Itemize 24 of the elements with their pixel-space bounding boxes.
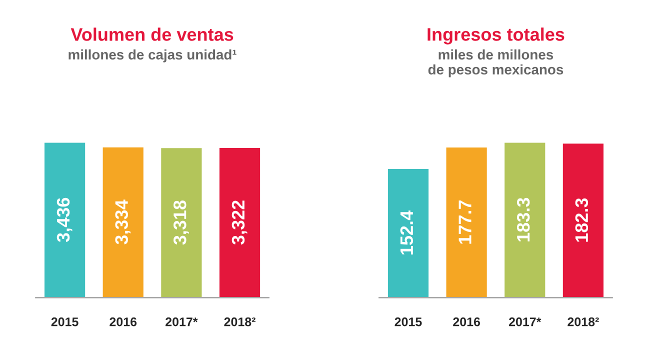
data-label: 3,334 [115, 200, 131, 244]
x-tick-label: 2015 [51, 317, 78, 326]
chart-subtitle: miles de millones de pesos mexicanos [428, 49, 564, 78]
x-tick-label: 2015 [394, 317, 422, 326]
data-label: 182.3 [575, 198, 588, 242]
x-tick-label: 2018² [224, 317, 256, 326]
x-tick-label: 2016 [110, 317, 137, 326]
data-label: 3,322 [232, 200, 248, 245]
chart-title: Volumen de ventas [70, 28, 234, 41]
bar [386, 168, 430, 298]
bar [562, 142, 605, 298]
data-label: 152.4 [400, 210, 414, 254]
chart-subtitle: millones de cajas unidad¹ [68, 49, 236, 62]
chart-title: Ingresos totales [428, 28, 564, 44]
data-label: 177.7 [458, 200, 472, 244]
bar [503, 141, 547, 298]
x-tick-label: 2018² [568, 317, 599, 326]
bar [444, 146, 488, 298]
data-label: 183.3 [516, 198, 530, 242]
x-tick-label: 2017* [508, 317, 542, 326]
data-label: 3,318 [174, 200, 189, 245]
x-tick-label: 2016 [453, 317, 480, 326]
x-tick-label: 2017* [166, 317, 198, 326]
data-label: 3,436 [56, 198, 72, 242]
